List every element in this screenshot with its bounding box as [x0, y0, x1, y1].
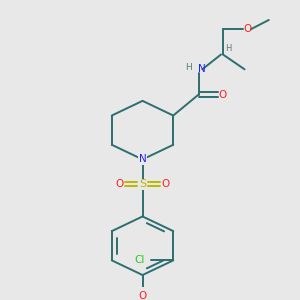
Text: O: O — [115, 179, 124, 189]
Text: N: N — [139, 154, 146, 164]
Text: O: O — [243, 24, 251, 34]
Text: O: O — [219, 90, 227, 100]
Text: O: O — [162, 179, 170, 189]
Text: H: H — [225, 44, 232, 53]
Text: N: N — [199, 64, 206, 74]
Text: Cl: Cl — [135, 255, 145, 266]
Text: O: O — [138, 291, 147, 300]
Text: S: S — [139, 179, 146, 189]
Text: S: S — [139, 179, 146, 189]
Text: N: N — [139, 154, 146, 164]
Text: H: H — [185, 63, 191, 72]
